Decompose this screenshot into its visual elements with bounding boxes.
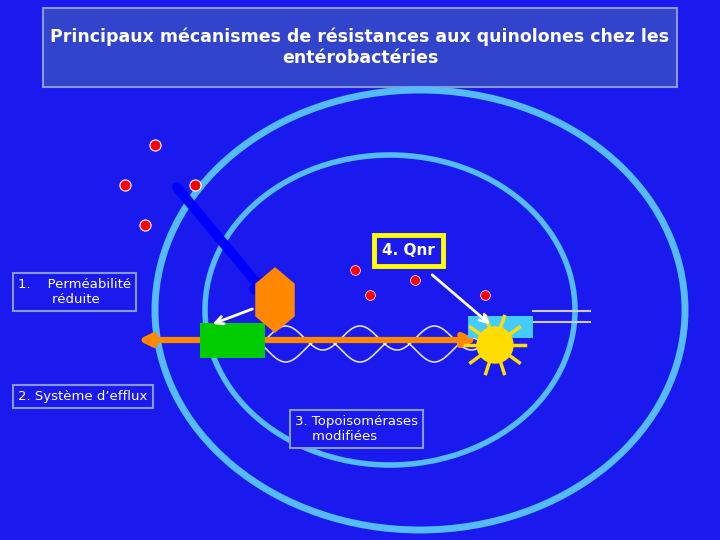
Text: 3. Topoisomérases
    modifiées: 3. Topoisomérases modifiées bbox=[295, 415, 418, 443]
Bar bbox=[200, 323, 265, 358]
Polygon shape bbox=[256, 268, 294, 332]
Text: 2. Système d’efflux: 2. Système d’efflux bbox=[18, 390, 148, 403]
Text: 4. Qnr: 4. Qnr bbox=[382, 243, 435, 258]
FancyBboxPatch shape bbox=[43, 8, 677, 87]
Text: 1.    Perméabilité
        réduite: 1. Perméabilité réduite bbox=[18, 278, 131, 306]
Bar bbox=[468, 316, 533, 338]
Circle shape bbox=[477, 327, 513, 363]
Text: Principaux mécanismes de résistances aux quinolones chez les
entérobactéries: Principaux mécanismes de résistances aux… bbox=[50, 28, 670, 66]
